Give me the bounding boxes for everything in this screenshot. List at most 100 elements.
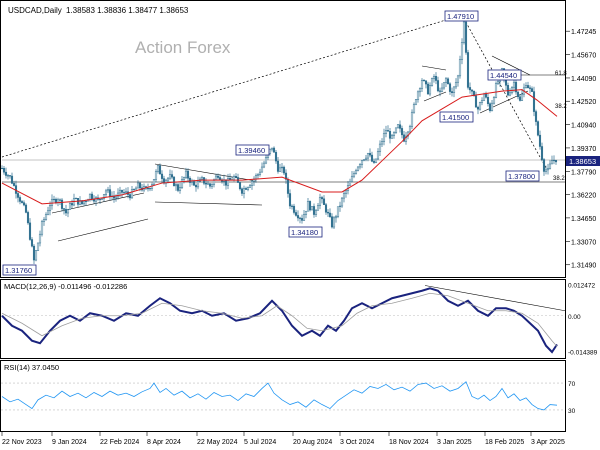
candle-body — [348, 181, 352, 186]
x-tick-label: 22 May 2024 — [197, 439, 238, 446]
price-annotation: 1.34180 — [288, 226, 323, 238]
candle-body — [148, 188, 152, 190]
candle-body — [20, 201, 24, 203]
candle-body — [242, 188, 246, 194]
rsi-layer: 70 30 — [1, 381, 576, 415]
candle-body — [372, 161, 376, 163]
candle-body — [448, 83, 452, 92]
symbol-label: USDCAD,Daily — [8, 6, 62, 15]
candle-body — [344, 190, 348, 194]
fib-level-label: 38.2 — [555, 104, 567, 110]
candle-body — [206, 183, 210, 185]
candle-body — [4, 171, 8, 176]
long-trendline — [1, 14, 463, 158]
candle-body — [6, 175, 10, 177]
candle-body — [288, 193, 292, 207]
candle-body — [444, 78, 448, 83]
candle-body — [332, 217, 336, 228]
candle-body — [182, 177, 186, 180]
candle-body — [130, 189, 134, 199]
candle-body — [352, 173, 356, 177]
ohlc-label: 1.38583 1.38836 1.38477 1.38653 — [66, 6, 189, 15]
annotation-box — [505, 170, 540, 182]
candle-body — [232, 176, 236, 181]
candle-body — [320, 197, 324, 200]
macd-title: MACD(12,26,9) -0.011496 -0.012286 — [4, 282, 127, 291]
candle-body — [426, 83, 430, 95]
candle-body — [36, 242, 40, 251]
candle-body — [124, 191, 128, 193]
candle-body — [156, 165, 160, 172]
candle-body — [74, 198, 78, 200]
candle-body — [104, 190, 108, 195]
candle-body — [458, 59, 462, 77]
candle-body — [302, 214, 306, 221]
candle-body — [450, 91, 454, 93]
candle-body — [32, 245, 36, 261]
candle-body — [60, 199, 64, 209]
candle-body — [432, 76, 436, 79]
candle-body — [292, 205, 296, 213]
candle-body — [554, 159, 558, 163]
candle-body — [260, 166, 264, 173]
candle-body — [106, 189, 110, 192]
candle-body — [488, 103, 492, 111]
candle-body — [54, 198, 58, 203]
candle-body — [306, 201, 310, 212]
macd-tick-label: 0.012472 — [568, 283, 595, 290]
candle-body — [218, 177, 222, 180]
candle-body — [48, 205, 52, 212]
candle-body — [250, 181, 254, 186]
candle-body — [308, 201, 312, 211]
price-annotations: 1.47910 1.44540 1.41500 1.39460 1.37800 1.341… — [2, 10, 567, 276]
candle-body — [440, 87, 444, 92]
candle-body — [338, 205, 342, 207]
candle-body — [258, 171, 262, 175]
watermark: Action Forex — [135, 38, 231, 57]
candle-body — [460, 42, 464, 60]
candle-body — [468, 87, 472, 91]
candle-body — [312, 206, 316, 215]
candle-body — [94, 197, 98, 202]
candle-body — [174, 184, 178, 187]
candle-body — [374, 158, 378, 163]
x-tick-label: 8 Apr 2024 — [147, 439, 181, 446]
flag-lower — [423, 91, 447, 102]
candle-body — [170, 174, 174, 178]
candle-body — [550, 160, 554, 165]
candle-body — [134, 187, 138, 190]
candle-body — [52, 198, 56, 201]
price-tick-label: 1.39370 — [571, 146, 596, 153]
candle-body — [482, 93, 486, 101]
candle-body — [360, 160, 364, 165]
candle-body — [336, 206, 340, 217]
price-tick-label: 1.42520 — [571, 99, 596, 106]
candle-body — [2, 168, 6, 173]
candle-body — [476, 106, 480, 110]
candle-body — [530, 88, 534, 92]
price-axis: 1.47245 1.45670 1.44090 1.42520 1.40940 1.393… — [566, 29, 596, 270]
candle-body — [190, 181, 194, 183]
price-annotation: 1.31760 — [2, 264, 37, 276]
candle-body — [30, 239, 34, 247]
candle-body — [410, 111, 414, 127]
candle-body — [388, 131, 392, 139]
candle-body — [22, 202, 26, 206]
candle-body — [356, 166, 360, 171]
candle-body — [264, 157, 268, 164]
x-tick-label: 3 Oct 2024 — [340, 439, 374, 446]
annotation-box — [444, 10, 479, 22]
candle-body — [436, 80, 440, 92]
candle-body — [160, 173, 164, 179]
candle-body — [268, 148, 272, 154]
candle-body — [464, 21, 468, 53]
candle-body — [0, 167, 4, 170]
price-tick-label: 1.40940 — [571, 123, 596, 130]
candle-body — [540, 146, 544, 160]
candle-body — [480, 100, 484, 103]
candle-body — [420, 80, 424, 89]
candle-body — [208, 183, 212, 187]
candle-body — [88, 193, 92, 200]
x-tick-label: 18 Nov 2024 — [389, 439, 429, 446]
annotation-box — [288, 226, 323, 238]
